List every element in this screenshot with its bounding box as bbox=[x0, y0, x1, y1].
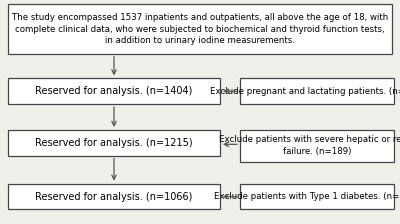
Bar bbox=[8, 78, 220, 104]
Bar bbox=[8, 130, 220, 156]
Bar bbox=[240, 78, 394, 104]
Text: Reserved for analysis. (n=1215): Reserved for analysis. (n=1215) bbox=[35, 138, 193, 148]
Text: Exclude patients with Type 1 diabetes. (n=149): Exclude patients with Type 1 diabetes. (… bbox=[214, 192, 400, 201]
Bar bbox=[8, 4, 392, 54]
Bar bbox=[240, 130, 394, 162]
Text: Exclude patients with severe hepatic or renal
failure. (n=189): Exclude patients with severe hepatic or … bbox=[219, 136, 400, 156]
Text: Exclude pregnant and lactating patients. (n=133): Exclude pregnant and lactating patients.… bbox=[210, 87, 400, 96]
Bar bbox=[240, 184, 394, 209]
Text: The study encompassed 1537 inpatients and outpatients, all above the age of 18, : The study encompassed 1537 inpatients an… bbox=[12, 13, 388, 45]
Text: Reserved for analysis. (n=1066): Reserved for analysis. (n=1066) bbox=[35, 192, 193, 202]
Bar bbox=[8, 184, 220, 209]
Text: Reserved for analysis. (n=1404): Reserved for analysis. (n=1404) bbox=[35, 86, 193, 96]
